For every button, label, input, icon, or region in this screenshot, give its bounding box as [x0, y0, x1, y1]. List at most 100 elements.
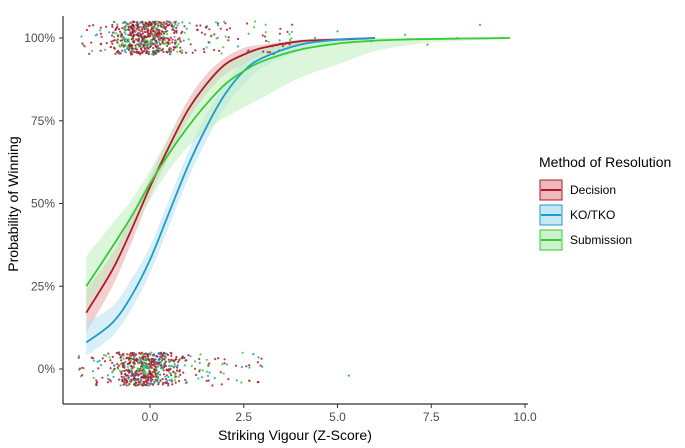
loser-point — [234, 364, 238, 367]
loser-point — [256, 381, 259, 384]
winner-point — [119, 45, 122, 48]
loser-point — [221, 363, 224, 366]
winner-point — [223, 20, 226, 23]
loser-point — [179, 373, 182, 376]
loser-point — [240, 381, 243, 384]
winner-point — [155, 35, 158, 38]
loser-point — [172, 370, 175, 373]
winner-point — [124, 32, 127, 36]
x-ticks: 0.0 2.5 5.0 7.5 10.0 — [142, 404, 537, 424]
loser-point — [129, 360, 132, 364]
winner-point — [132, 50, 135, 53]
winner-point — [99, 32, 102, 35]
loser-point — [170, 354, 173, 357]
loser-point — [160, 360, 163, 363]
loser-point — [156, 363, 159, 366]
winner-point — [111, 42, 114, 45]
winner-point — [83, 45, 86, 48]
winner-point — [210, 34, 213, 37]
winner-point — [135, 38, 138, 41]
winner-point — [176, 50, 179, 53]
loser-point — [103, 354, 106, 357]
winner-point — [133, 39, 136, 43]
winner-point — [261, 34, 264, 37]
loser-point — [164, 378, 168, 381]
winner-point — [236, 37, 240, 41]
winner-point — [178, 38, 181, 41]
winner-point — [124, 50, 127, 54]
winner-point — [138, 26, 141, 29]
fit-line-ko-tko — [85, 37, 376, 344]
loser-point — [107, 352, 110, 355]
winner-point — [113, 46, 116, 49]
winner-point — [127, 40, 130, 43]
winner-point — [165, 37, 169, 40]
loser-point — [125, 384, 128, 387]
winner-point — [134, 44, 137, 47]
winner-point — [113, 35, 116, 39]
winner-point — [200, 31, 203, 34]
winner-point — [123, 38, 126, 41]
loser-point — [153, 365, 156, 368]
loser-point — [259, 364, 262, 367]
loser-point — [153, 362, 156, 366]
loser-point — [207, 379, 210, 382]
loser-point — [151, 383, 155, 386]
loser-point — [129, 379, 132, 382]
winner-point — [163, 37, 166, 40]
loser-point — [120, 359, 123, 362]
winner-point — [110, 40, 113, 43]
loser-point — [153, 354, 156, 357]
winner-point — [252, 26, 256, 29]
loser-point — [106, 381, 110, 384]
winner-point — [174, 30, 177, 33]
loser-point — [157, 377, 160, 380]
winner-point — [150, 27, 153, 30]
winner-point — [138, 44, 141, 47]
loser-point — [152, 375, 155, 378]
winner-point — [163, 39, 167, 42]
loser-point — [140, 366, 143, 369]
winner-point — [154, 22, 157, 25]
loser-point — [154, 378, 157, 381]
loser-point — [150, 361, 153, 364]
loser-point — [248, 379, 251, 382]
winner-point — [167, 42, 170, 46]
winner-point — [154, 23, 157, 26]
loser-point — [141, 353, 144, 356]
loser-point — [130, 365, 133, 368]
winner-point — [121, 27, 124, 30]
winner-point — [139, 33, 143, 36]
winner-point — [119, 35, 122, 39]
loser-point — [160, 367, 163, 370]
winner-point — [137, 32, 140, 35]
loser-point — [145, 363, 148, 366]
loser-point — [129, 352, 133, 355]
winner-point — [150, 43, 153, 47]
winner-point — [121, 49, 124, 52]
loser-point — [130, 369, 133, 372]
winner-point — [129, 42, 132, 45]
winner-point — [100, 42, 103, 45]
loser-point — [146, 384, 149, 387]
winner-point — [149, 29, 152, 32]
loser-point — [137, 362, 140, 365]
winner-point — [127, 38, 130, 41]
winner-point — [279, 27, 282, 30]
loser-point — [154, 372, 157, 375]
winner-point — [205, 26, 208, 29]
loser-point — [207, 364, 210, 367]
y-ticks: 0% 25% 50% 75% 100% — [24, 31, 63, 376]
winner-point — [171, 28, 174, 31]
fit-lines — [85, 37, 511, 344]
loser-point — [206, 374, 210, 377]
winner-point — [179, 40, 182, 43]
loser-point — [133, 366, 136, 369]
loser-point — [174, 374, 177, 377]
winner-point — [120, 39, 124, 42]
loser-point — [122, 357, 125, 360]
loser-point — [190, 364, 193, 368]
loser-point — [150, 359, 153, 363]
loser-point — [138, 356, 141, 359]
